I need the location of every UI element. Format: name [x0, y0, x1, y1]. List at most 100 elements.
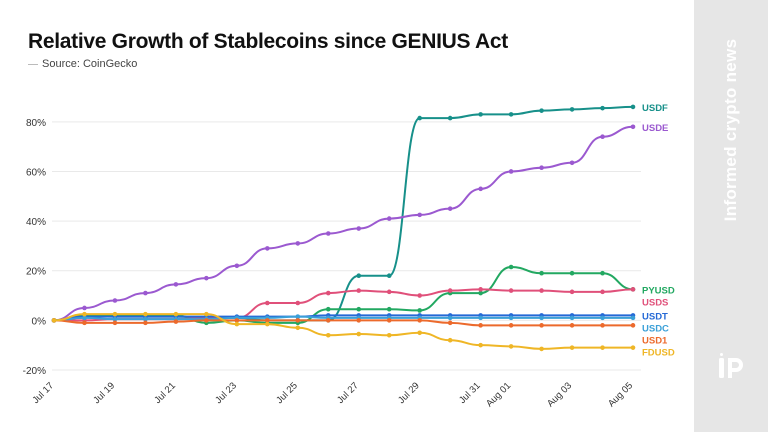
series-label-fdusd: FDUSD — [642, 347, 675, 358]
data-point-usds — [265, 300, 270, 306]
data-point-usd1 — [630, 323, 636, 328]
data-point-fdusd — [569, 345, 575, 350]
data-point-usde — [417, 212, 422, 218]
data-point-usde — [508, 169, 514, 174]
data-point-usds — [478, 287, 483, 292]
data-point-usdc — [600, 315, 605, 321]
data-point-usd1 — [417, 318, 422, 323]
data-point-usds — [508, 288, 514, 293]
data-point-fdusd — [204, 311, 209, 317]
y-tick-label: 40% — [26, 217, 46, 228]
data-point-pyusd — [386, 306, 392, 312]
data-point-usdc — [478, 315, 483, 321]
data-point-usd1 — [356, 318, 362, 323]
x-tick-label: Jul 19 — [91, 380, 117, 406]
data-point-fdusd — [234, 321, 240, 327]
data-point-fdusd — [447, 337, 453, 343]
data-point-pyusd — [569, 270, 575, 276]
side-tagline: Informed crypto news — [721, 38, 740, 222]
data-point-usde — [600, 134, 605, 140]
data-point-usde — [630, 124, 636, 130]
data-point-usdc — [447, 315, 453, 321]
data-point-usds — [539, 288, 544, 293]
data-point-fdusd — [508, 344, 514, 349]
x-tick-label: Aug 05 — [606, 380, 635, 409]
data-point-usds — [417, 293, 422, 298]
series-label-pyusd: PYUSD — [642, 285, 675, 296]
data-point-usd1 — [539, 323, 544, 328]
chart-source: Source: CoinGecko — [28, 58, 137, 70]
data-point-usde — [386, 216, 392, 221]
data-point-usde — [325, 231, 331, 236]
data-point-usde — [265, 246, 270, 251]
source-text: Source: CoinGecko — [42, 58, 138, 70]
series-label-usd1: USD1 — [642, 335, 668, 346]
series-label-usdc: USDC — [642, 323, 669, 334]
chart-title: Relative Growth of Stablecoins since GEN… — [28, 30, 508, 53]
data-point-usdf — [417, 115, 422, 121]
data-point-pyusd — [508, 264, 514, 270]
data-point-fdusd — [356, 331, 362, 337]
line-chart: -20% 0% 20% 40% 60% 80% Jul 17 Jul 19 Jul 21 Jul … — [23, 103, 675, 409]
data-point-usd1 — [447, 320, 453, 326]
data-point-usdf — [630, 104, 636, 110]
data-point-usde — [539, 165, 544, 171]
data-point-usds — [447, 288, 453, 293]
data-point-pyusd — [539, 270, 544, 276]
data-point-usde — [204, 275, 209, 281]
data-point-usde — [478, 186, 483, 192]
data-point-usd1 — [295, 318, 301, 323]
data-point-usdc — [82, 315, 87, 321]
data-point-usd1 — [325, 318, 331, 323]
data-point-fdusd — [386, 332, 392, 338]
data-point-fdusd — [82, 311, 87, 317]
ip-logo-icon — [719, 353, 743, 378]
data-point-usde — [173, 282, 179, 287]
series-line-usdt — [53, 314, 633, 322]
x-tick-label: Jul 27 — [335, 380, 361, 406]
data-point-usde — [112, 298, 118, 303]
data-point-usds — [630, 287, 636, 292]
data-point-usde — [447, 206, 453, 211]
data-point-usdf — [600, 105, 605, 111]
data-point-usdf — [508, 112, 514, 117]
data-point-usd1 — [386, 318, 392, 323]
series-line-usde — [53, 125, 634, 322]
data-point-pyusd — [417, 308, 422, 313]
data-point-usde — [234, 263, 240, 269]
series-label-usde: USDE — [642, 123, 668, 134]
x-tick-label: Jul 29 — [396, 380, 422, 406]
x-tick-label: Jul 23 — [213, 380, 239, 406]
data-point-fdusd — [417, 330, 422, 336]
data-point-usde — [295, 241, 301, 246]
data-point-usd1 — [173, 319, 179, 324]
data-point-pyusd — [325, 306, 331, 312]
data-point-fdusd — [478, 342, 483, 348]
data-point-usdf — [447, 115, 453, 121]
x-tick-label: Aug 03 — [545, 380, 574, 409]
data-point-usdc — [508, 315, 514, 321]
data-point-usd1 — [265, 318, 270, 323]
data-point-usdf — [569, 107, 575, 112]
data-point-usde — [569, 160, 575, 166]
data-point-usdc — [143, 316, 148, 322]
data-point-pyusd — [600, 270, 605, 276]
data-point-usdc — [112, 316, 118, 322]
data-point-usds — [295, 300, 301, 306]
data-point-usds — [569, 289, 575, 295]
data-point-fdusd — [630, 345, 636, 350]
data-point-usd1 — [82, 320, 87, 326]
source-marker — [28, 63, 38, 65]
data-point-fdusd — [173, 311, 179, 317]
data-point-usd1 — [478, 323, 483, 328]
data-point-usd1 — [234, 318, 240, 323]
data-point-usd1 — [569, 323, 575, 328]
data-point-fdusd — [325, 332, 331, 338]
data-point-usds — [325, 290, 331, 296]
series-label-usdt: USDT — [642, 311, 668, 322]
data-point-usde — [356, 226, 362, 231]
x-tick-label: Jul 25 — [274, 380, 300, 406]
y-tick-label: 20% — [26, 267, 46, 278]
data-point-usds — [386, 289, 392, 295]
series-line-pyusd — [53, 266, 634, 324]
